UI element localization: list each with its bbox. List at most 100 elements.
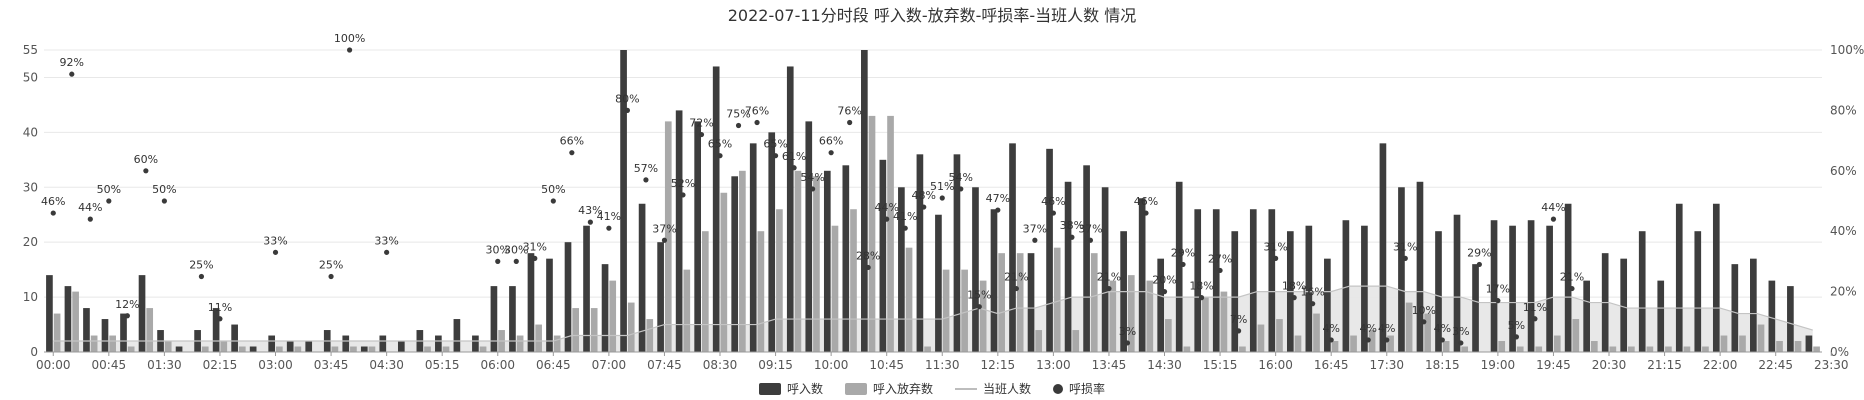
x-tick-label: 12:15 — [981, 358, 1016, 372]
rate-label: 65% — [763, 138, 787, 151]
bar-abandon — [54, 314, 61, 352]
bar-calls — [1028, 253, 1035, 352]
legend-swatch-abandon — [845, 383, 867, 395]
rate-label: 7% — [1230, 313, 1247, 326]
rate-label: 20% — [1152, 274, 1176, 287]
bar-abandon — [572, 308, 579, 352]
bar-abandon — [1424, 314, 1431, 352]
rate-dot — [514, 259, 519, 264]
bar-abandon — [332, 347, 339, 352]
rate-label: 11% — [1523, 301, 1547, 314]
bar-abandon — [91, 336, 98, 352]
rate-dot — [1329, 337, 1334, 342]
rate-dot — [384, 250, 389, 255]
bar-calls — [1787, 286, 1794, 352]
rate-label: 4% — [1434, 322, 1451, 335]
rate-label: 54% — [800, 171, 824, 184]
bar-abandon — [683, 270, 690, 352]
bar-calls — [602, 264, 609, 352]
y-tick-label: 55 — [23, 43, 38, 57]
rate-dot — [958, 186, 963, 191]
rate-label: 41% — [893, 210, 917, 223]
bar-abandon — [146, 308, 153, 352]
rate-label: 44% — [1541, 201, 1565, 214]
bar-calls — [83, 308, 90, 352]
rate-dot — [921, 204, 926, 209]
y2-tick-label: 0% — [1830, 345, 1849, 359]
bar-abandon — [1295, 336, 1302, 352]
bar-abandon — [832, 226, 839, 352]
x-tick-label: 10:45 — [869, 358, 904, 372]
bar-abandon — [1665, 347, 1672, 352]
bar-calls — [268, 336, 275, 352]
bar-abandon — [591, 308, 598, 352]
bar-calls — [379, 336, 386, 352]
rate-dot — [125, 313, 130, 318]
rate-label: 76% — [745, 104, 769, 117]
rate-dot — [717, 153, 722, 158]
legend-item-rate[interactable]: 呼损率 — [1053, 380, 1105, 397]
bar-calls — [731, 176, 738, 352]
bar-calls — [509, 286, 516, 352]
rate-label: 50% — [152, 183, 176, 196]
rate-dot — [1403, 256, 1408, 261]
rate-dot — [588, 220, 593, 225]
bar-abandon — [202, 347, 209, 352]
bar-abandon — [1795, 341, 1802, 352]
bar-abandon — [1146, 281, 1153, 352]
rate-label: 44% — [78, 201, 102, 214]
bar-abandon — [1165, 319, 1172, 352]
x-tick-label: 15:15 — [1203, 358, 1238, 372]
x-tick-label: 11:30 — [925, 358, 960, 372]
bar-calls — [491, 286, 498, 352]
bar-calls — [1417, 182, 1424, 352]
rate-label: 60% — [134, 153, 158, 166]
rate-dot — [1477, 262, 1482, 267]
rate-label: 21% — [1560, 271, 1584, 284]
legend-item-abandon[interactable]: 呼入放弃数 — [845, 380, 933, 397]
bar-abandon — [1017, 253, 1024, 352]
rate-label: 37% — [1023, 222, 1047, 235]
rate-label: 72% — [689, 117, 713, 130]
bar-abandon — [72, 292, 79, 352]
rate-dot — [1495, 298, 1500, 303]
bar-calls — [454, 319, 461, 352]
rate-label: 4% — [1322, 322, 1339, 335]
y2-tick-label: 100% — [1830, 43, 1864, 57]
bar-calls — [435, 336, 442, 352]
x-tick-label: 06:00 — [480, 358, 515, 372]
rate-dot — [1180, 262, 1185, 267]
bar-calls — [1250, 209, 1257, 352]
rate-dot — [69, 72, 74, 77]
rate-label: 46% — [41, 195, 65, 208]
bar-calls — [176, 347, 183, 352]
legend-item-staff[interactable]: 当班人数 — [955, 380, 1031, 397]
bar-abandon — [1443, 341, 1450, 352]
rate-label: 3% — [1119, 325, 1136, 338]
rate-label: 15% — [967, 289, 991, 302]
rate-label: 28% — [856, 249, 880, 262]
rate-label: 29% — [1171, 246, 1195, 259]
bar-calls — [750, 143, 757, 352]
legend-swatch-calls — [759, 383, 781, 395]
rate-label: 4% — [1378, 322, 1395, 335]
legend-item-calls[interactable]: 呼入数 — [759, 380, 823, 397]
rate-label: 12% — [115, 298, 139, 311]
rate-dot — [1551, 217, 1556, 222]
bar-calls — [639, 204, 646, 352]
rate-label: 61% — [782, 150, 806, 163]
x-tick-label: 22:00 — [1703, 358, 1738, 372]
bar-abandon — [813, 176, 820, 352]
rate-label: 31% — [1393, 240, 1417, 253]
bar-calls — [954, 154, 961, 352]
rate-dot — [347, 47, 352, 52]
x-tick-label: 08:30 — [703, 358, 738, 372]
rate-dot — [1162, 289, 1167, 294]
bar-calls — [1509, 226, 1516, 352]
bar-calls — [65, 286, 72, 352]
rate-label: 11% — [208, 301, 232, 314]
bar-calls — [583, 226, 590, 352]
x-tick-label: 13:00 — [1036, 358, 1071, 372]
